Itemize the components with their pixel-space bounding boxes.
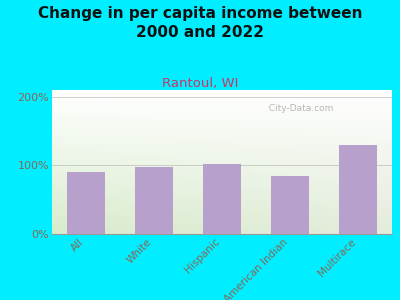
Text: City-Data.com: City-Data.com bbox=[263, 104, 333, 113]
Text: Change in per capita income between
2000 and 2022: Change in per capita income between 2000… bbox=[38, 6, 362, 40]
Text: Rantoul, WI: Rantoul, WI bbox=[162, 76, 238, 89]
Bar bbox=[271, 176, 309, 234]
Bar bbox=[67, 172, 105, 234]
Bar bbox=[135, 167, 173, 234]
Bar bbox=[203, 164, 241, 234]
Bar bbox=[339, 145, 377, 234]
